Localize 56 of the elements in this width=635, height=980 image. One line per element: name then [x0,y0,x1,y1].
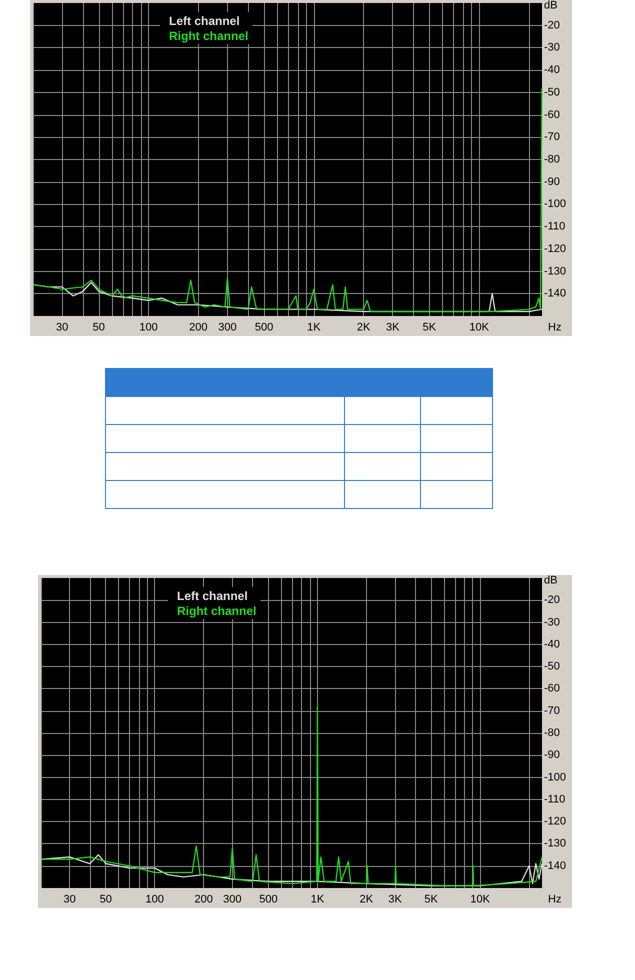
x-tick-label: 300 [218,322,237,334]
y-tick-label: -110 [544,793,566,806]
y-tick-label: -100 [544,771,566,784]
y-axis-title: dB [544,0,558,12]
y-tick-label: -140 [544,288,566,300]
y-tick-label: -120 [544,242,566,255]
text: Right channel [177,604,256,618]
x-tick-label: 3K [388,894,402,906]
y-tick-label: -40 [544,64,560,76]
x-tick-label: 5K [424,894,439,906]
y-tick-label: -40 [544,638,560,650]
y-tick-label: -20 [544,594,560,606]
text: Left channel [177,589,248,603]
y-tick-label: -30 [544,616,560,628]
x-tick-label: 2K [356,322,371,334]
x-tick-label: 500 [254,322,274,334]
x-tick-label: 50 [92,322,105,334]
x-tick-label: 10K [470,894,491,906]
x-tick-label: 500 [259,894,278,906]
x-tick-label: 50 [100,894,112,906]
y-tick-label: -20 [544,19,560,32]
y-tick-label: -140 [544,860,566,872]
x-tick-label: 200 [189,322,208,334]
x-tick-label: 5K [422,322,437,334]
x-tick-label: 100 [139,322,158,334]
y-tick-label: -50 [544,660,560,673]
x-tick-label: 100 [146,894,164,906]
y-tick-label: -90 [544,176,560,188]
y-tick-label: -70 [544,131,560,144]
y-tick-label: -130 [544,838,566,850]
y-tick-label: -90 [544,749,560,762]
x-axis-title: Hz [548,322,562,334]
y-tick-label: -80 [544,727,560,739]
x-tick-label: 30 [64,894,76,906]
x-tick-label: 1K [310,894,325,906]
x-tick-label: 200 [194,894,213,906]
x-tick-label: 30 [56,322,68,334]
y-tick-label: -110 [544,220,566,233]
x-tick-label: 3K [386,322,400,334]
y-tick-label: -60 [544,682,560,695]
x-axis-title: Hz [548,894,562,906]
x-tick-label: 2K [360,894,374,906]
y-tick-label: -120 [544,816,566,828]
y-tick-label: -100 [544,198,566,210]
y-tick-label: -70 [544,704,560,717]
y-tick-label: -30 [544,42,560,54]
text: Right channel [169,29,248,43]
x-tick-label: 1K [307,322,322,334]
y-tick-label: -50 [544,86,560,98]
x-tick-label: 300 [223,894,242,906]
y-tick-label: -60 [544,108,560,121]
x-tick-label: 10K [469,322,490,334]
y-axis-title: dB [544,574,558,586]
text: Left channel [169,14,240,28]
y-tick-label: -130 [544,265,566,278]
y-tick-label: -80 [544,154,560,166]
